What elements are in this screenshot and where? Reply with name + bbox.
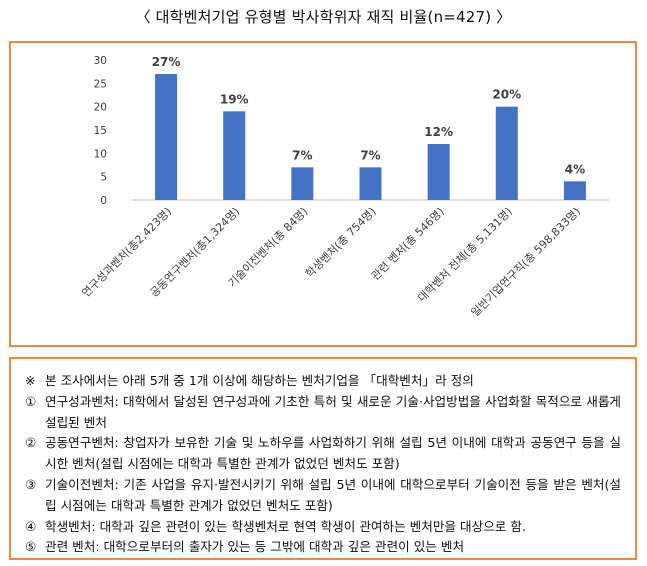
note-text: 기술이전벤처: 기존 사업을 유지·발전시키기 위해 설립 5년 이내에 대학으… <box>45 476 621 513</box>
bar <box>359 167 382 200</box>
data-label: 20% <box>492 88 521 102</box>
note-text: 공동연구벤처: 창업자가 보유한 기술 및 노하우를 사업화하기 위해 설립 5… <box>45 435 621 472</box>
note-text: 연구성과벤처: 대학에서 달성된 연구성과에 기초한 특허 및 새로운 기술·사… <box>45 393 621 430</box>
y-tick-label: 0 <box>100 195 107 207</box>
note-marker: ※ <box>25 373 36 388</box>
data-label: 7% <box>360 148 380 162</box>
bar <box>155 74 178 200</box>
x-tick-label: 일반기업연구직(총 598,833명) <box>468 204 583 319</box>
bar <box>495 106 518 200</box>
note-item: ④ 학생벤처: 대학과 깊은 관련이 있는 학생벤처로 현역 학생이 관여하는 벤… <box>25 517 621 538</box>
chart-title: 〈 대학벤처기업 유형별 박사학위자 재직 비율(n=427) 〉 <box>135 8 512 26</box>
note-text: 학생벤처: 대학과 깊은 관련이 있는 학생벤처로 현역 학생이 관여하는 벤처… <box>45 518 526 534</box>
chart-container: 0 5 10 15 20 25 30 27% 연구성과벤처(총2,423명) 19% 공동연구벤처(… <box>9 41 637 347</box>
note-marker: ⑤ <box>25 539 37 555</box>
x-tick-label: 학생벤처(총 754명) <box>303 205 379 281</box>
note-item: ※ 본 조사에서는 아래 5개 중 1개 이상에 해당하는 벤처기업을 「대학벤처… <box>25 371 621 392</box>
y-tick-label: 10 <box>94 148 107 160</box>
bar <box>291 167 314 200</box>
y-tick-label: 15 <box>94 125 107 137</box>
note-marker: ③ <box>25 476 37 492</box>
data-label: 19% <box>220 92 249 106</box>
bar <box>563 181 586 200</box>
data-label: 12% <box>424 125 453 139</box>
data-label: 7% <box>292 148 312 162</box>
note-marker: ④ <box>25 518 37 534</box>
note-text: 본 조사에서는 아래 5개 중 1개 이상에 해당하는 벤처기업을 「대학벤처」… <box>45 373 474 388</box>
bar <box>223 111 246 200</box>
note-item: ⑤ 관련 벤처: 대학으로부터의 출자가 있는 등 그밖에 대학과 깊은 관련이 … <box>25 537 621 558</box>
definition-notes: ※ 본 조사에서는 아래 5개 중 1개 이상에 해당하는 벤처기업을 「대학벤처… <box>9 357 637 560</box>
y-tick-label: 5 <box>100 172 107 184</box>
y-tick-label: 30 <box>94 55 107 67</box>
data-label: 27% <box>152 55 181 69</box>
data-label: 4% <box>565 162 585 176</box>
note-marker: ② <box>25 435 37 451</box>
bar <box>427 144 450 200</box>
note-item: ③ 기술이전벤처: 기존 사업을 유지·발전시키기 위해 설립 5년 이내에 대학… <box>25 475 621 517</box>
y-tick-label: 25 <box>94 78 107 90</box>
note-text: 관련 벤처: 대학으로부터의 출자가 있는 등 그밖에 대학과 깊은 관련이 있… <box>45 539 465 555</box>
note-marker: ① <box>25 393 37 409</box>
x-tick-label: 관련 벤처(총 546명) <box>369 205 447 283</box>
note-item: ① 연구성과벤처: 대학에서 달성된 연구성과에 기초한 특허 및 새로운 기술·… <box>25 392 621 434</box>
note-item: ② 공동연구벤처: 창업자가 보유한 기술 및 노하우를 사업화하기 위해 설립 … <box>25 433 621 475</box>
y-tick-label: 20 <box>94 102 107 114</box>
